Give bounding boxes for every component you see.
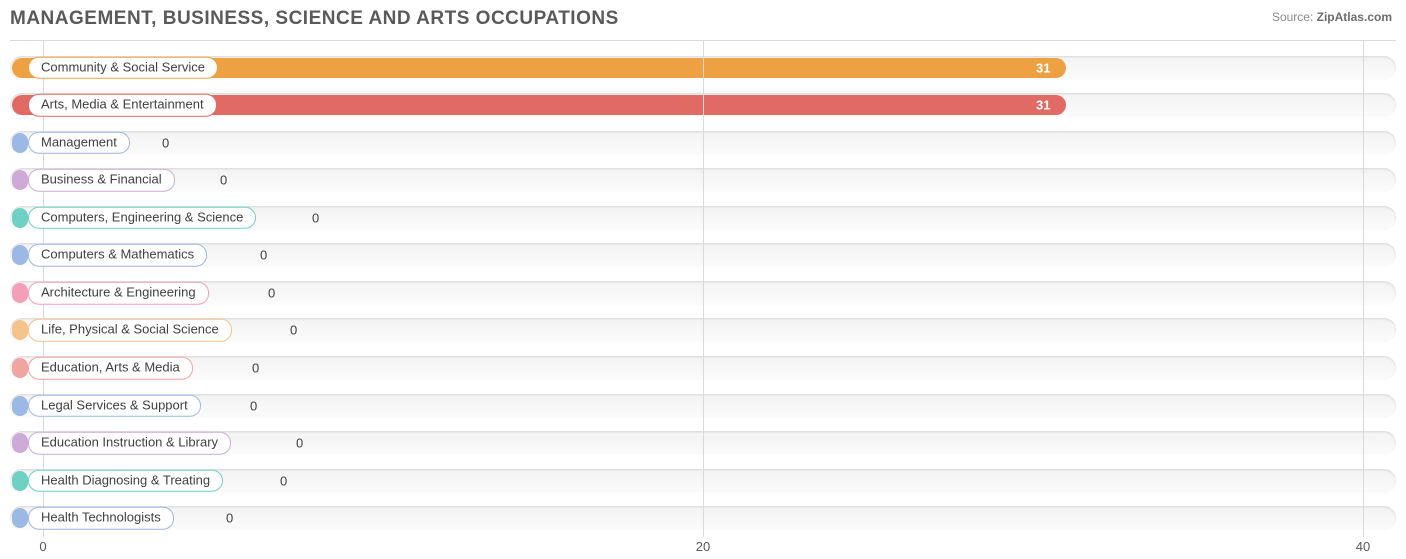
category-label: Community & Social Service xyxy=(28,56,218,79)
gridline xyxy=(1363,41,1364,537)
x-axis: 0 20 40 xyxy=(10,537,1396,559)
value-label: 0 xyxy=(290,323,297,338)
category-label: Business & Financial xyxy=(28,169,175,192)
bar-fill xyxy=(12,320,28,340)
value-label: 0 xyxy=(296,436,303,451)
bar-fill xyxy=(12,358,28,378)
category-label: Education Instruction & Library xyxy=(28,432,231,455)
category-label: Legal Services & Support xyxy=(28,394,201,417)
bar-fill xyxy=(12,245,28,265)
category-label: Health Diagnosing & Treating xyxy=(28,469,223,492)
chart-title: MANAGEMENT, BUSINESS, SCIENCE AND ARTS O… xyxy=(10,8,619,30)
value-label: 0 xyxy=(226,511,233,526)
chart-container: MANAGEMENT, BUSINESS, SCIENCE AND ARTS O… xyxy=(0,0,1406,559)
value-label: 31 xyxy=(1036,98,1386,113)
value-label: 0 xyxy=(280,473,287,488)
category-label: Architecture & Engineering xyxy=(28,282,209,305)
category-label: Computers, Engineering & Science xyxy=(28,207,256,230)
source-attribution: Source: ZipAtlas.com xyxy=(1272,10,1392,24)
bar-fill xyxy=(12,170,28,190)
value-label: 0 xyxy=(250,398,257,413)
x-tick: 20 xyxy=(696,539,710,554)
value-label: 0 xyxy=(220,173,227,188)
value-label: 0 xyxy=(162,135,169,150)
x-tick: 0 xyxy=(39,539,46,554)
x-tick: 40 xyxy=(1356,539,1370,554)
plot-area: Community & Social Service 31 Arts, Media … xyxy=(10,40,1396,537)
value-label: 31 xyxy=(1036,60,1386,75)
value-label: 0 xyxy=(268,285,275,300)
category-label: Health Technologists xyxy=(28,507,174,530)
source-link[interactable]: ZipAtlas.com xyxy=(1317,10,1392,24)
category-label: Arts, Media & Entertainment xyxy=(28,94,217,117)
bar-fill xyxy=(12,283,28,303)
value-label: 0 xyxy=(312,210,319,225)
bar-fill xyxy=(12,396,28,416)
bar-fill xyxy=(12,471,28,491)
bar-fill xyxy=(12,508,28,528)
value-label: 0 xyxy=(252,361,259,376)
value-label: 0 xyxy=(260,248,267,263)
category-label: Management xyxy=(28,132,130,155)
bar-fill xyxy=(12,133,28,153)
gridline xyxy=(703,41,704,537)
category-label: Computers & Mathematics xyxy=(28,244,207,267)
category-label: Life, Physical & Social Science xyxy=(28,319,232,342)
category-label: Education, Arts & Media xyxy=(28,357,193,380)
source-label: Source: xyxy=(1272,10,1313,24)
bar-fill xyxy=(12,433,28,453)
bar-fill xyxy=(12,208,28,228)
